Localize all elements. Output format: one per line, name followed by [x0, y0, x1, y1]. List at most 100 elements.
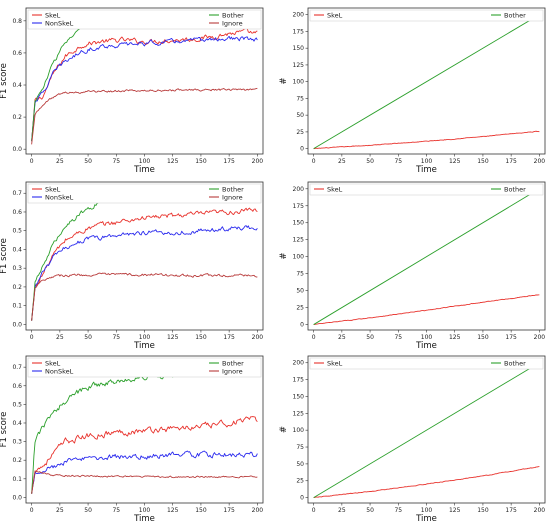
series-line-bother [31, 365, 258, 494]
legend-label-bother: Bother [504, 359, 526, 367]
y-tick-label: 0.4 [12, 246, 22, 253]
y-tick-label: 150 [293, 220, 305, 227]
x-tick-label: 175 [505, 507, 517, 514]
series-line-nonskel [31, 450, 258, 494]
y-tick-label: 0.5 [12, 401, 22, 408]
legend-label-skel: SkeL [45, 11, 61, 19]
y-tick-label: 0 [300, 495, 304, 502]
y-axis-label: # [279, 252, 289, 259]
y-tick-label: 200 [293, 360, 305, 367]
x-tick-label: 0 [30, 158, 34, 165]
y-axis-label: # [279, 426, 289, 433]
legend-label-bother: Bother [504, 11, 526, 19]
y-tick-label: 0.4 [12, 420, 22, 427]
legend-label-skel: SkeL [45, 185, 61, 193]
y-tick-label: 200 [293, 12, 305, 19]
chart-panel-row2-right: 0 25 50 75 100 125 150 175 200 0 25 50 75 100 125 150 17… [279, 181, 546, 351]
series-line-skel [313, 130, 540, 150]
x-tick-label: 175 [505, 334, 517, 341]
x-tick-label: 25 [56, 507, 64, 514]
x-axis-label: Time [133, 165, 155, 175]
legend-label-skel: SkeL [45, 359, 61, 367]
y-tick-label: 0.3 [12, 439, 22, 446]
x-tick-label: 200 [534, 158, 546, 165]
legend-label-bother: Bother [222, 11, 244, 19]
x-tick-label: 125 [167, 158, 179, 165]
series-line-nonskel [31, 225, 258, 321]
y-tick-label: 0 [300, 146, 304, 153]
x-tick-label: 125 [167, 334, 179, 341]
x-tick-label: 0 [312, 158, 316, 165]
legend-label-ignore: Ignore [222, 367, 243, 375]
chart-panel-row3-left: 0 25 50 75 100 125 150 175 200 0.0 0.1 0.2 0.3 0.4 0.5… [0, 355, 264, 524]
y-tick-label: 75 [296, 444, 304, 451]
series-line-bother [31, 11, 258, 142]
legend-label-ignore: Ignore [222, 193, 243, 201]
x-tick-label: 175 [505, 158, 517, 165]
y-tick-label: 0.1 [12, 303, 22, 310]
series-line-bother [313, 14, 540, 150]
series-line-skel [313, 294, 540, 326]
y-tick-label: 150 [293, 45, 305, 52]
x-tick-label: 125 [449, 334, 461, 341]
legend-label-ignore: Ignore [222, 19, 243, 27]
x-tick-label: 200 [252, 507, 264, 514]
y-tick-label: 125 [293, 237, 305, 244]
y-tick-label: 0.7 [12, 364, 22, 371]
legend-box [309, 9, 544, 22]
y-tick-label: 0.2 [12, 457, 22, 464]
legend-label-bother: Bother [222, 185, 244, 193]
y-tick-label: 75 [296, 95, 304, 102]
y-tick-label: 25 [296, 305, 304, 312]
x-tick-label: 100 [139, 334, 151, 341]
x-tick-label: 75 [394, 507, 402, 514]
x-tick-label: 150 [477, 334, 489, 341]
legend-box [309, 357, 544, 370]
plot-frame [307, 181, 546, 331]
y-axis-label: # [279, 77, 289, 84]
x-tick-label: 175 [223, 158, 235, 165]
legend: SkeL Bother [309, 183, 544, 196]
legend-label-bother: Bother [504, 185, 526, 193]
x-axis-label: Time [415, 165, 437, 175]
y-tick-label: 0.1 [12, 476, 22, 483]
y-tick-label: 0.3 [12, 265, 22, 272]
legend-box [27, 357, 262, 378]
x-tick-label: 150 [195, 507, 207, 514]
legend-box [309, 183, 544, 196]
x-tick-label: 175 [223, 507, 235, 514]
x-tick-label: 100 [139, 158, 151, 165]
y-tick-label: 50 [296, 461, 304, 468]
series-line-nonskel [31, 35, 258, 142]
x-tick-label: 200 [252, 334, 264, 341]
plot-frame [25, 181, 264, 331]
x-tick-label: 150 [195, 334, 207, 341]
plot-frame [25, 355, 264, 504]
chart-panel-row1-left: 0 25 50 75 100 125 150 175 200 0.0 0.2 0.4 0.6 0.8 Tim… [0, 7, 264, 175]
y-tick-label: 0.0 [12, 321, 22, 328]
x-tick-label: 0 [30, 507, 34, 514]
chart-panel-row3-right: 0 25 50 75 100 125 150 175 200 0 25 50 75 100 125 150 17… [279, 355, 546, 524]
y-tick-label: 175 [293, 203, 305, 210]
series-line-ignore [31, 470, 258, 494]
x-tick-label: 50 [84, 334, 92, 341]
y-tick-label: 0.6 [12, 383, 22, 390]
series-line-ignore [31, 272, 258, 321]
legend-label-skel: SkeL [327, 359, 343, 367]
x-tick-label: 0 [312, 507, 316, 514]
y-tick-label: 200 [293, 186, 305, 193]
x-tick-label: 50 [366, 507, 374, 514]
x-axis-label: Time [415, 341, 437, 351]
x-axis-label: Time [133, 514, 155, 524]
x-tick-label: 125 [167, 507, 179, 514]
series-line-ignore [31, 87, 258, 145]
y-tick-label: 175 [293, 377, 305, 384]
x-tick-label: 75 [112, 334, 120, 341]
x-tick-label: 50 [84, 158, 92, 165]
y-tick-label: 25 [296, 129, 304, 136]
x-tick-label: 0 [30, 334, 34, 341]
plot-frame [307, 7, 546, 155]
